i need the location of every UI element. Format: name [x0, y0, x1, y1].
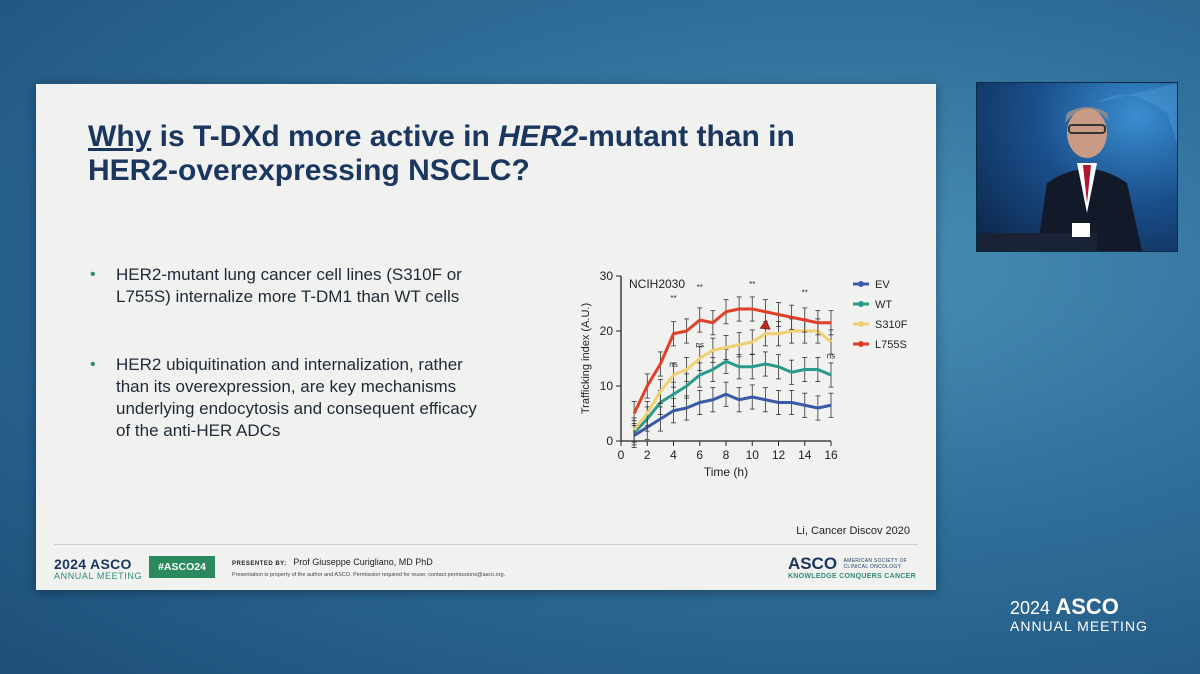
y-tick-label: 0 [606, 434, 613, 448]
logo-year: 2024 [54, 556, 87, 572]
legend-label: L755S [875, 339, 907, 351]
legend-marker [858, 281, 864, 287]
slide-title: Why is T-DXd more active in HER2-mutant … [88, 120, 908, 188]
speaker-video [976, 82, 1178, 252]
presented-label: PRESENTED BY: [232, 561, 287, 567]
trafficking-chart: 0 10 20 30 0 2 4 6 8 10 12 14 16 Time (h) Trafficking … [580, 269, 908, 479]
bullet-list: • HER2-mutant lung cancer cell lines (S3… [90, 264, 490, 442]
legend-label: EV [875, 279, 890, 291]
logo-brand: ASCO [90, 556, 132, 572]
significance-annotation: ** [670, 294, 676, 303]
x-tick-label: 16 [824, 448, 838, 462]
watermark-year: 2024 [1010, 598, 1051, 618]
pointer-arrow-icon [759, 319, 771, 330]
presenter-name: Prof Giuseppe Curigliano, MD PhD [293, 557, 433, 567]
x-tick-label: 14 [798, 448, 812, 462]
y-tick-label: 10 [600, 379, 614, 393]
x-tick-label: 6 [696, 448, 703, 462]
x-tick-label: 8 [723, 448, 730, 462]
legend-marker [858, 321, 864, 327]
presenter-line: PRESENTED BY: Prof Giuseppe Curigliano, … [232, 557, 433, 567]
copyright-notice: Presentation is property of the author a… [232, 572, 506, 578]
x-tick-label: 2 [644, 448, 651, 462]
bullet-dot-icon: • [90, 266, 96, 283]
y-axis-label: Trafficking index (A.U.) [580, 303, 592, 414]
significance-annotation: ns [827, 352, 835, 361]
asco-annual-meeting-logo: 2024 ASCO ANNUAL MEETING [54, 556, 142, 581]
bullet-dot-icon: • [90, 356, 96, 373]
significance-annotation: ns [669, 360, 677, 369]
bullet-text: HER2-mutant lung cancer cell lines (S310… [116, 265, 462, 306]
legend-marker [858, 341, 864, 347]
logo-sub: ANNUAL MEETING [54, 571, 143, 581]
title-why: Why [88, 120, 152, 153]
x-tick-label: 4 [670, 448, 677, 462]
series-line-l755s [632, 307, 831, 415]
legend-marker [858, 301, 864, 307]
footer-divider [54, 544, 918, 545]
citation: Li, Cancer Discov 2020 [796, 525, 910, 537]
x-tick-label: 0 [618, 448, 625, 462]
hashtag-badge: #ASCO24 [149, 556, 215, 578]
chart-title: NCIH2030 [629, 277, 685, 291]
significance-annotation: ** [697, 283, 703, 292]
significance-annotation: ** [749, 280, 755, 289]
asco-society-logo: ASCO AMERICAN SOCIETY OF CLINICAL ONCOLO… [788, 554, 916, 580]
legend-label: WT [875, 299, 892, 311]
x-tick-label: 10 [746, 448, 760, 462]
x-tick-label: 12 [772, 448, 786, 462]
watermark-sub: ANNUAL MEETING [1010, 618, 1148, 634]
bullet-text: HER2 ubiquitination and internalization,… [116, 355, 477, 440]
speaker-figure-icon [977, 83, 1177, 251]
watermark-brand: ASCO [1055, 594, 1119, 619]
bullet-item: • HER2-mutant lung cancer cell lines (S3… [90, 264, 490, 308]
society-tagline: KNOWLEDGE CONQUERS CANCER [787, 573, 916, 580]
title-line2: HER2-overexpressing NSCLC? [88, 154, 530, 187]
asco-watermark: 2024 ASCO ANNUAL MEETING [1010, 594, 1148, 634]
bullet-item: • HER2 ubiquitination and internalizatio… [90, 354, 490, 442]
title-italic: HER2 [498, 120, 579, 153]
y-tick-label: 20 [600, 324, 614, 338]
society-brand: ASCO [787, 554, 838, 573]
society-name: AMERICAN SOCIETY OF CLINICAL ONCOLOGY [843, 558, 908, 570]
legend-label: S310F [875, 319, 908, 331]
presentation-slide: Why is T-DXd more active in HER2-mutant … [36, 84, 936, 590]
title-part1: is T-DXd more active in [151, 120, 499, 153]
series-line-ev [633, 392, 832, 437]
significance-annotation: ns [696, 341, 704, 350]
significance-annotation: ** [802, 288, 808, 297]
series-line-s310f [632, 329, 832, 431]
x-axis-label: Time (h) [704, 465, 748, 479]
series-line-wt [633, 359, 832, 434]
y-tick-label: 30 [600, 269, 614, 283]
title-part2: -mutant than in [578, 120, 795, 153]
